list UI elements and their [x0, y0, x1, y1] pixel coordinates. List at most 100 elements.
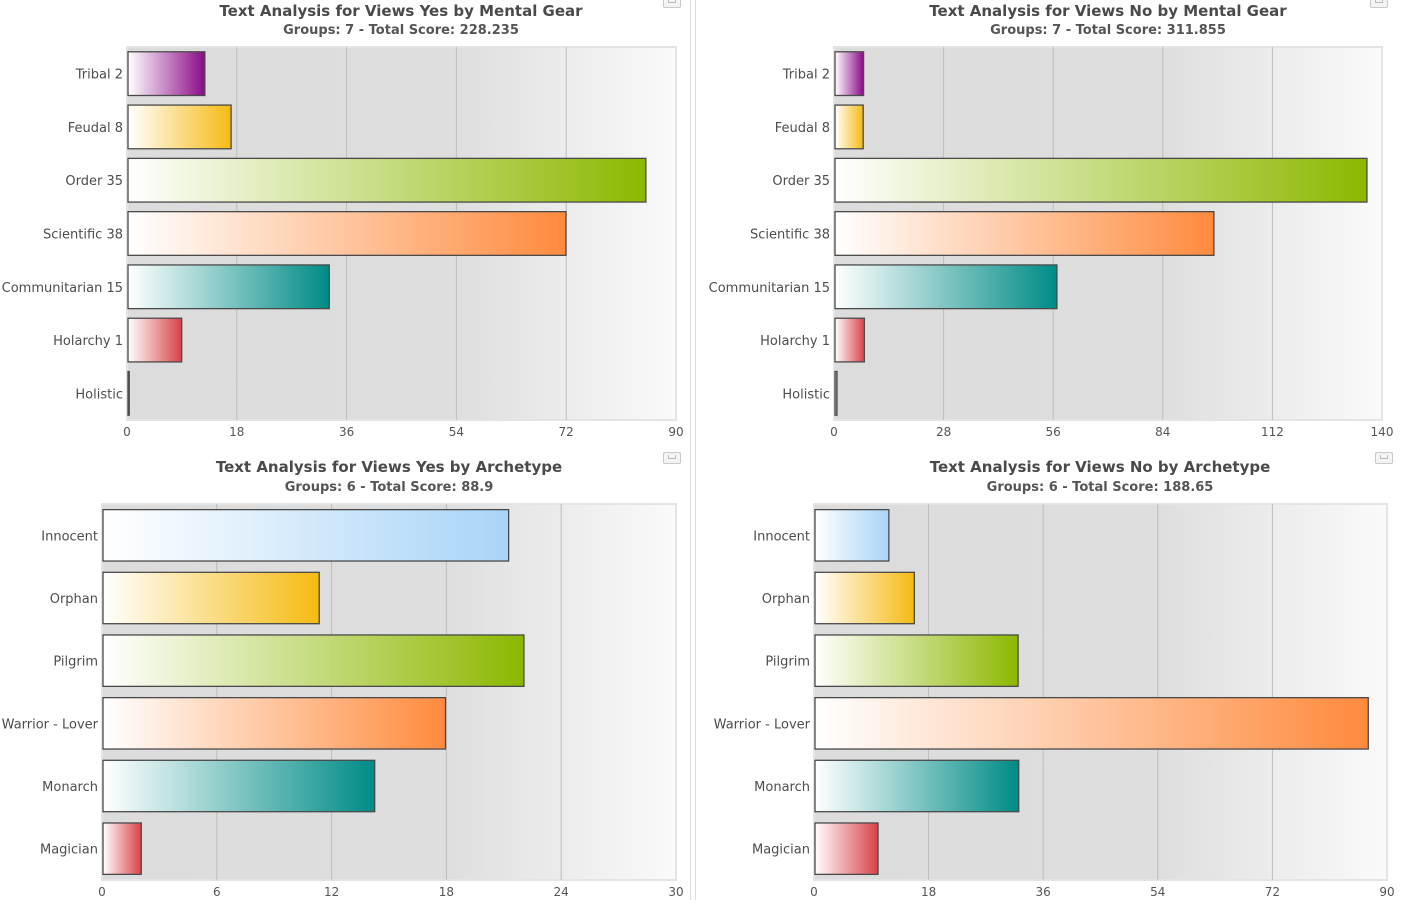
- bar-warrior-lover[interactable]: [814, 696, 1369, 750]
- x-tick-label: 90: [1379, 885, 1394, 899]
- bar-pilgrim[interactable]: [102, 634, 525, 688]
- x-tick-label: 54: [449, 425, 464, 439]
- bar-chart-yes-mental-gear: Text Analysis for Views Yes by Mental Ge…: [2, 2, 684, 439]
- bar-warrior-lover[interactable]: [102, 696, 447, 750]
- chart-panel-no-mental-gear: Text Analysis for Views No by Mental Gea…: [700, 0, 1401, 445]
- y-category-label: Feudal 8: [68, 121, 123, 136]
- plot-area: [101, 503, 677, 881]
- x-tick-label: 140: [1371, 425, 1394, 439]
- x-tick-label: 0: [98, 885, 106, 899]
- export-icon[interactable]: [663, 452, 681, 464]
- y-category-label: Innocent: [753, 529, 810, 544]
- plot-area: [813, 503, 1388, 881]
- chart-subtitle: Groups: 7 - Total Score: 228.235: [283, 23, 519, 38]
- x-tick-label: 28: [936, 425, 951, 439]
- y-category-label: Scientific 38: [43, 228, 123, 243]
- bar-order-35[interactable]: [834, 157, 1368, 203]
- bar-chart-no-archetype: Text Analysis for Views No by Archetype G…: [714, 458, 1395, 899]
- y-category-label: Innocent: [41, 529, 98, 544]
- bar-magician[interactable]: [814, 822, 879, 876]
- y-category-label: Holarchy 1: [53, 334, 123, 349]
- x-tick-label: 36: [339, 425, 354, 439]
- x-tick-label: 6: [213, 885, 221, 899]
- panel-divider: [690, 0, 691, 900]
- x-tick-label: 18: [921, 885, 936, 899]
- y-category-label: Holistic: [75, 387, 123, 402]
- x-tick-label: 12: [324, 885, 339, 899]
- chart-panel-yes-mental-gear: Text Analysis for Views Yes by Mental Ge…: [0, 0, 690, 445]
- y-category-label: Magician: [40, 843, 98, 858]
- x-tick-label: 56: [1046, 425, 1061, 439]
- bar-holistic[interactable]: [834, 370, 838, 416]
- x-tick-label: 72: [559, 425, 574, 439]
- chart-title: Text Analysis for Views Yes by Mental Ge…: [219, 2, 583, 20]
- y-category-label: Warrior - Lover: [2, 717, 99, 732]
- bar-communitarian-15[interactable]: [834, 264, 1058, 310]
- y-category-label: Order 35: [65, 174, 123, 189]
- x-tick-label: 18: [229, 425, 244, 439]
- export-icon[interactable]: [1370, 0, 1388, 8]
- chart-subtitle: Groups: 7 - Total Score: 311.855: [990, 23, 1226, 38]
- x-tick-label: 90: [668, 425, 683, 439]
- export-icon[interactable]: [1375, 452, 1393, 464]
- y-category-label: Pilgrim: [53, 655, 98, 670]
- x-tick-label: 36: [1036, 885, 1051, 899]
- x-tick-label: 0: [810, 885, 818, 899]
- bar-orphan[interactable]: [102, 571, 320, 625]
- bar-feudal-8[interactable]: [834, 104, 864, 150]
- bar-feudal-8[interactable]: [127, 104, 232, 150]
- chart-subtitle: Groups: 6 - Total Score: 188.65: [987, 480, 1214, 495]
- y-category-label: Orphan: [762, 592, 810, 607]
- bar-communitarian-15[interactable]: [127, 264, 330, 310]
- bar-holarchy-1[interactable]: [834, 317, 866, 363]
- bar-order-35[interactable]: [127, 157, 647, 203]
- y-category-label: Monarch: [42, 780, 98, 795]
- export-icon[interactable]: [663, 0, 681, 8]
- bar-scientific-38[interactable]: [834, 211, 1215, 256]
- x-tick-label: 112: [1261, 425, 1284, 439]
- y-category-label: Orphan: [50, 592, 98, 607]
- bar-chart-yes-archetype: Text Analysis for Views Yes by Archetype…: [2, 458, 684, 899]
- chart-title: Text Analysis for Views No by Archetype: [930, 458, 1271, 476]
- y-category-label: Tribal 2: [782, 68, 830, 83]
- y-category-label: Scientific 38: [750, 228, 830, 243]
- bar-holistic[interactable]: [127, 370, 130, 416]
- x-tick-label: 30: [668, 885, 683, 899]
- bar-monarch[interactable]: [814, 759, 1020, 813]
- y-category-label: Holarchy 1: [760, 334, 830, 349]
- chart-title: Text Analysis for Views No by Mental Gea…: [929, 2, 1287, 20]
- y-category-label: Monarch: [754, 780, 810, 795]
- chart-panel-yes-archetype: Text Analysis for Views Yes by Archetype…: [0, 450, 690, 900]
- bar-monarch[interactable]: [102, 759, 376, 813]
- bar-chart-no-mental-gear: Text Analysis for Views No by Mental Gea…: [709, 2, 1394, 439]
- bar-holarchy-1[interactable]: [127, 317, 183, 363]
- bar-tribal-2[interactable]: [127, 51, 206, 97]
- y-category-label: Holistic: [782, 387, 830, 402]
- bar-magician[interactable]: [102, 822, 142, 876]
- chart-subtitle: Groups: 6 - Total Score: 88.9: [285, 480, 494, 495]
- panel-divider: [695, 0, 696, 900]
- y-category-label: Tribal 2: [75, 68, 123, 83]
- x-tick-label: 0: [123, 425, 131, 439]
- y-category-label: Feudal 8: [775, 121, 830, 136]
- bar-pilgrim[interactable]: [814, 634, 1019, 688]
- x-tick-label: 18: [439, 885, 454, 899]
- x-tick-label: 24: [554, 885, 569, 899]
- y-category-label: Communitarian 15: [709, 281, 830, 296]
- bar-orphan[interactable]: [814, 571, 915, 625]
- y-category-label: Pilgrim: [765, 655, 810, 670]
- chart-panel-no-archetype: Text Analysis for Views No by Archetype G…: [700, 450, 1401, 900]
- x-tick-label: 0: [830, 425, 838, 439]
- x-tick-label: 72: [1265, 885, 1280, 899]
- y-category-label: Warrior - Lover: [714, 717, 811, 732]
- x-tick-label: 54: [1150, 885, 1165, 899]
- bar-scientific-38[interactable]: [127, 211, 567, 256]
- bar-innocent[interactable]: [102, 508, 510, 562]
- chart-title: Text Analysis for Views Yes by Archetype: [216, 458, 562, 476]
- bar-innocent[interactable]: [814, 508, 890, 562]
- x-tick-label: 84: [1155, 425, 1170, 439]
- y-category-label: Communitarian 15: [2, 281, 123, 296]
- bar-tribal-2[interactable]: [834, 51, 865, 97]
- y-category-label: Magician: [752, 843, 810, 858]
- y-category-label: Order 35: [772, 174, 830, 189]
